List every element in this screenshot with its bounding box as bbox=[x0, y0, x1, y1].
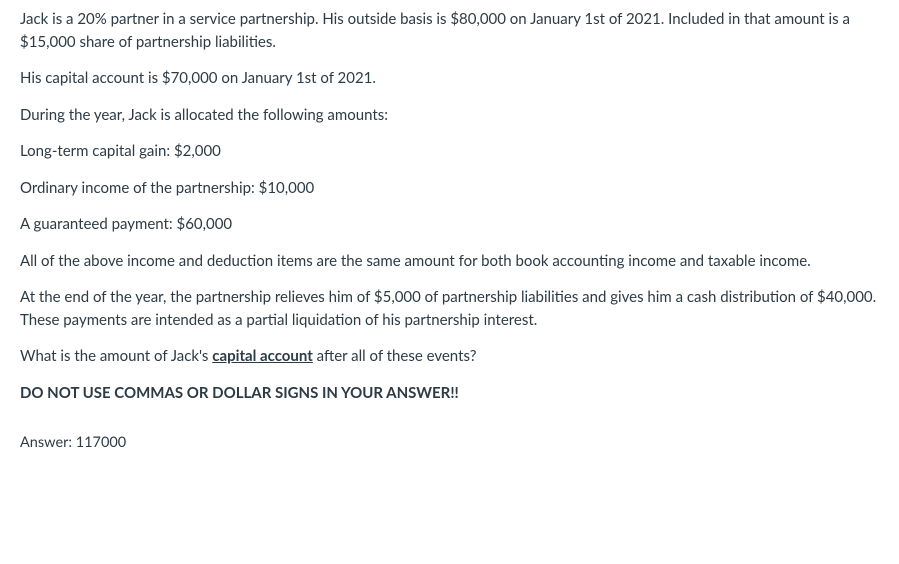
question-body: Jack is a 20% partner in a service partn… bbox=[20, 8, 879, 404]
paragraph-3: During the year, Jack is allocated the f… bbox=[20, 104, 879, 127]
paragraph-6: A guaranteed payment: $60,000 bbox=[20, 213, 879, 236]
paragraph-10-instruction: DO NOT USE COMMAS OR DOLLAR SIGNS IN YOU… bbox=[20, 382, 879, 405]
paragraph-9: What is the amount of Jack's capital acc… bbox=[20, 345, 879, 368]
answer-section: Answer: 117000 bbox=[20, 432, 879, 454]
answer-label: Answer: bbox=[20, 434, 72, 451]
answer-value: 117000 bbox=[76, 434, 126, 451]
paragraph-8: At the end of the year, the partnership … bbox=[20, 286, 879, 331]
paragraph-2: His capital account is $70,000 on Januar… bbox=[20, 67, 879, 90]
p9-suffix: after all of these events? bbox=[313, 347, 477, 365]
p9-emphasis: capital account bbox=[212, 347, 313, 365]
paragraph-1: Jack is a 20% partner in a service partn… bbox=[20, 8, 879, 53]
paragraph-7: All of the above income and deduction it… bbox=[20, 250, 879, 273]
paragraph-4: Long-term capital gain: $2,000 bbox=[20, 140, 879, 163]
paragraph-5: Ordinary income of the partnership: $10,… bbox=[20, 177, 879, 200]
p9-prefix: What is the amount of Jack's bbox=[20, 347, 212, 365]
